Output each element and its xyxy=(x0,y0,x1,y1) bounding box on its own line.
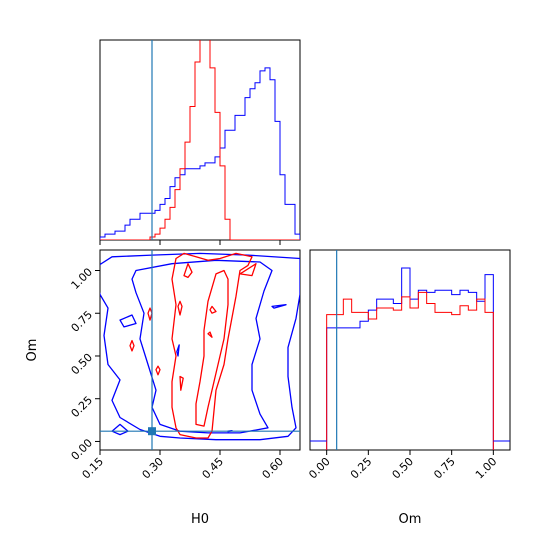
contour-series-1-level-1 xyxy=(195,269,229,427)
contour-series-1-level-8 xyxy=(129,339,135,352)
h0-marginal-panel xyxy=(99,39,301,245)
x-axis-label-h0: H0 xyxy=(191,512,209,527)
contour-series-1-level-9 xyxy=(179,375,184,391)
om-tick-label-1: 0.25 xyxy=(69,394,96,421)
contour-series-1-level-6 xyxy=(207,331,213,338)
h0-tick-label-2: 0.45 xyxy=(200,455,227,482)
om-x-tick-label-4: 1.00 xyxy=(473,455,500,482)
h0-tick-label-0: 0.15 xyxy=(80,455,107,482)
contour-series-1-level-2 xyxy=(183,263,193,279)
contour-series-1-level-0 xyxy=(171,252,253,439)
contour-series-1-level-10 xyxy=(155,365,161,376)
contour-series-0-level-1 xyxy=(131,259,273,434)
contour-series-1-level-7 xyxy=(209,305,217,314)
contour-series-0-level-4 xyxy=(271,304,287,309)
contour-series-0-level-5 xyxy=(176,344,180,357)
om-marginal-panel: 0.00 0.25 0.50 0.75 1.00 Om xyxy=(306,249,511,527)
contour-frame xyxy=(99,249,301,451)
om-tick-label-3: 0.75 xyxy=(69,308,96,335)
contour-series-0-level-2 xyxy=(111,423,129,436)
contour-series-0-level-0 xyxy=(100,252,300,441)
h0-hist-series-0 xyxy=(100,67,300,240)
om-tick-label-2: 0.50 xyxy=(69,351,96,378)
om-x-tick-label-2: 0.50 xyxy=(390,455,417,482)
contour-truth-marker xyxy=(148,427,156,436)
om-x-tick-label-3: 0.75 xyxy=(431,455,458,482)
x-axis-label-om: Om xyxy=(399,512,422,527)
contour-series-1-level-5 xyxy=(177,300,183,316)
contour-panel: 0.15 0.30 0.45 0.600.000.250.500.751.00 H0 … xyxy=(25,249,301,527)
om-tick-label-0: 0.00 xyxy=(69,436,96,463)
om-tick-label-4: 1.00 xyxy=(69,265,96,292)
om-hist-series-0 xyxy=(326,267,494,450)
contour-series-1-level-3 xyxy=(239,263,257,277)
h0-tick-label-1: 0.30 xyxy=(140,455,167,482)
om-x-tick-label-1: 0.25 xyxy=(348,455,375,482)
om-hist-series-1 xyxy=(326,291,494,450)
h0-hist-series-1 xyxy=(100,40,300,240)
h0-tick-label-3: 0.60 xyxy=(260,455,287,482)
y-axis-label-om: Om xyxy=(25,339,40,362)
contour-series-0-level-3 xyxy=(119,314,137,328)
om-x-tick-label-0: 0.00 xyxy=(306,455,333,482)
